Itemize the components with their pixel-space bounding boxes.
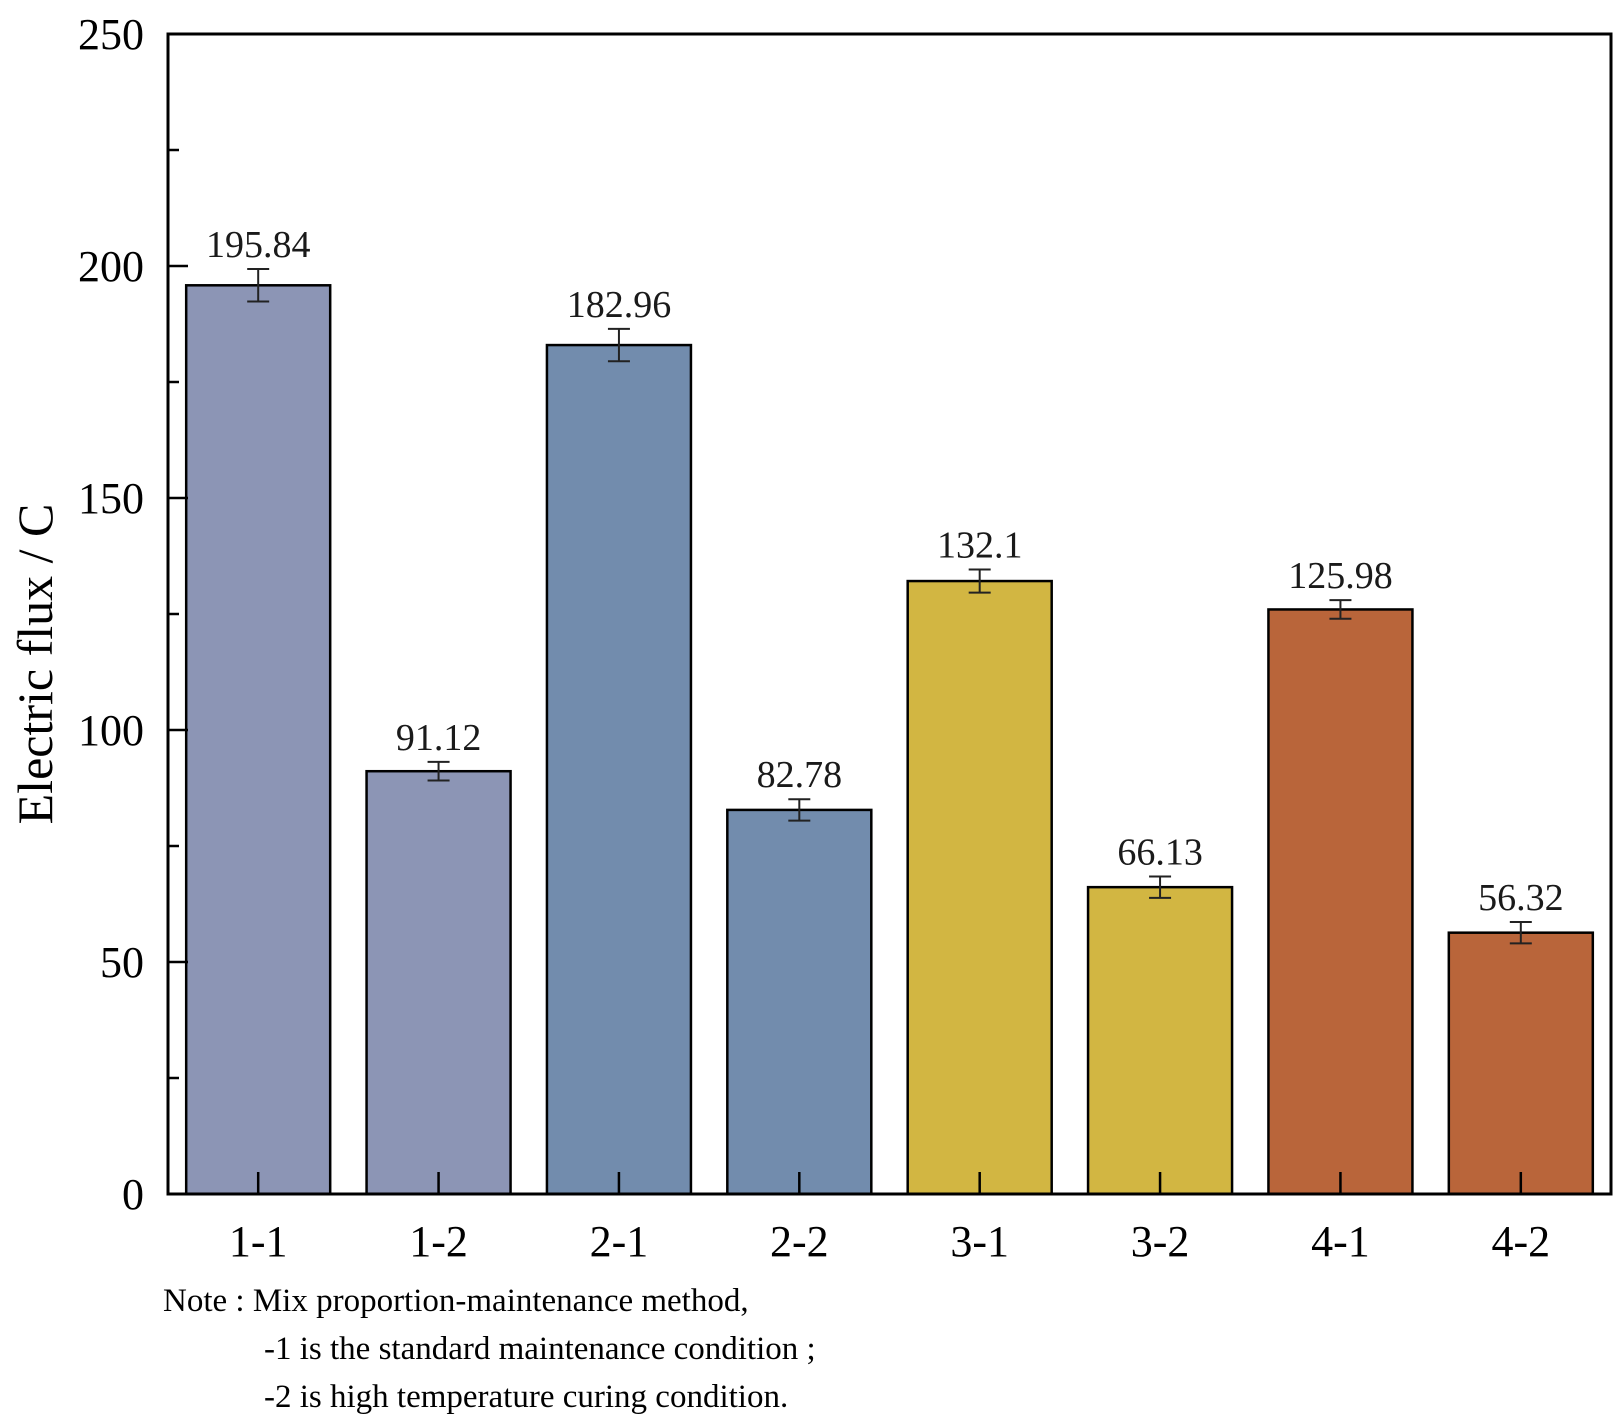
axes-layer: 1-1 1-2 2-1 2-2 3-1 3-2 4-1 4-2 0 50 100 150 200 250	[78, 10, 1613, 1266]
x-tick-label-3-1: 3-1	[950, 1217, 1009, 1266]
error-bar-1-2	[427, 760, 450, 782]
bar-2-2	[726, 808, 873, 1196]
x-tick-label-4-2: 4-2	[1491, 1217, 1550, 1266]
x-tick-label-4-1: 4-1	[1311, 1217, 1370, 1266]
x-tick-label-2-2: 2-2	[770, 1217, 829, 1266]
value-label-4-1: 125.98	[1288, 555, 1393, 597]
value-label-1-2: 91.12	[396, 717, 482, 759]
note-line-3: -2 is high temperature curing condition.	[264, 1379, 789, 1415]
plot-frame	[166, 32, 1613, 1196]
bar-4-1	[1267, 608, 1414, 1196]
error-bars-layer	[247, 268, 1532, 945]
bar-1-1	[184, 284, 332, 1196]
error-bar-2-1	[607, 327, 630, 363]
error-bar-2-2	[788, 798, 811, 822]
value-labels-layer: 195.84 91.12 182.96 82.78 132.1 66.13 125.98 56…	[206, 224, 1564, 919]
value-label-3-2: 66.13	[1117, 831, 1203, 873]
note-line-2: -1 is the standard maintenance condition…	[264, 1331, 816, 1367]
bar-3-2	[1086, 885, 1234, 1196]
bar-2-1	[545, 343, 693, 1196]
y-tick-label-0: 0	[122, 1170, 144, 1219]
y-tick-label-200: 200	[78, 242, 144, 291]
value-label-1-1: 195.84	[206, 224, 311, 266]
bar-4-2	[1447, 931, 1595, 1196]
bar-1-2	[365, 769, 512, 1196]
y-tick-label-100: 100	[78, 706, 144, 755]
error-bar-4-2	[1509, 921, 1532, 945]
value-label-4-2: 56.32	[1478, 877, 1564, 919]
error-bar-3-2	[1149, 875, 1172, 899]
x-tick-label-3-2: 3-2	[1131, 1217, 1190, 1266]
value-label-2-1: 182.96	[567, 284, 672, 326]
error-bar-4-1	[1329, 599, 1352, 620]
bars-layer	[184, 284, 1595, 1196]
x-tick-label-1-1: 1-1	[229, 1217, 288, 1266]
note-line-1: Note : Mix proportion-maintenance method…	[163, 1283, 749, 1319]
bar-3-1	[906, 579, 1053, 1196]
x-tick-label-2-1: 2-1	[590, 1217, 649, 1266]
y-axis-title: Electric flux / C	[7, 504, 63, 825]
x-tick-label-1-2: 1-2	[409, 1217, 468, 1266]
value-label-3-1: 132.1	[937, 524, 1023, 566]
value-label-2-2: 82.78	[757, 754, 843, 796]
y-tick-label-250: 250	[78, 10, 144, 59]
error-bar-3-1	[968, 568, 991, 594]
y-tick-label-50: 50	[100, 938, 144, 987]
y-tick-label-150: 150	[78, 474, 144, 523]
error-bar-1-1	[247, 268, 270, 303]
